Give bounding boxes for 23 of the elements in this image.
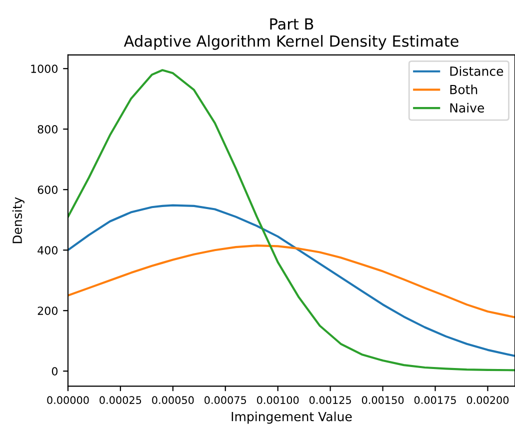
x-tick-label: 0.00050	[152, 396, 194, 404]
y-tick-label: 0	[52, 367, 58, 376]
x-tick-label: 0.00200	[466, 396, 509, 404]
x-tick-label: 0.00025	[100, 396, 142, 404]
legend-label: Distance	[450, 66, 504, 76]
x-tick-label: 0.00075	[204, 396, 246, 404]
x-tick-label: 0.00175	[414, 396, 456, 404]
x-axis-title: Impingement Value	[232, 412, 352, 424]
x-tick-label: 0.00100	[256, 396, 299, 404]
y-tick-label: 800	[38, 125, 58, 134]
legend-label: Both	[450, 84, 478, 94]
chart-title: Part B Adaptive Algorithm Kernel Density Estimate	[124, 18, 458, 50]
x-tick-label: 0.00000	[47, 396, 89, 404]
x-tick-label: 0.00125	[309, 396, 351, 404]
x-tick-label: 0.00150	[362, 396, 404, 404]
y-tick-label: 200	[38, 306, 58, 315]
line-series	[68, 204, 515, 358]
line-series	[68, 244, 515, 318]
legend-label: Naive	[450, 102, 484, 113]
y-axis-title: Density	[12, 197, 24, 244]
y-tick-label: 400	[38, 246, 58, 254]
y-tick-label: 600	[38, 186, 58, 194]
y-tick-label: 1000	[31, 64, 58, 73]
